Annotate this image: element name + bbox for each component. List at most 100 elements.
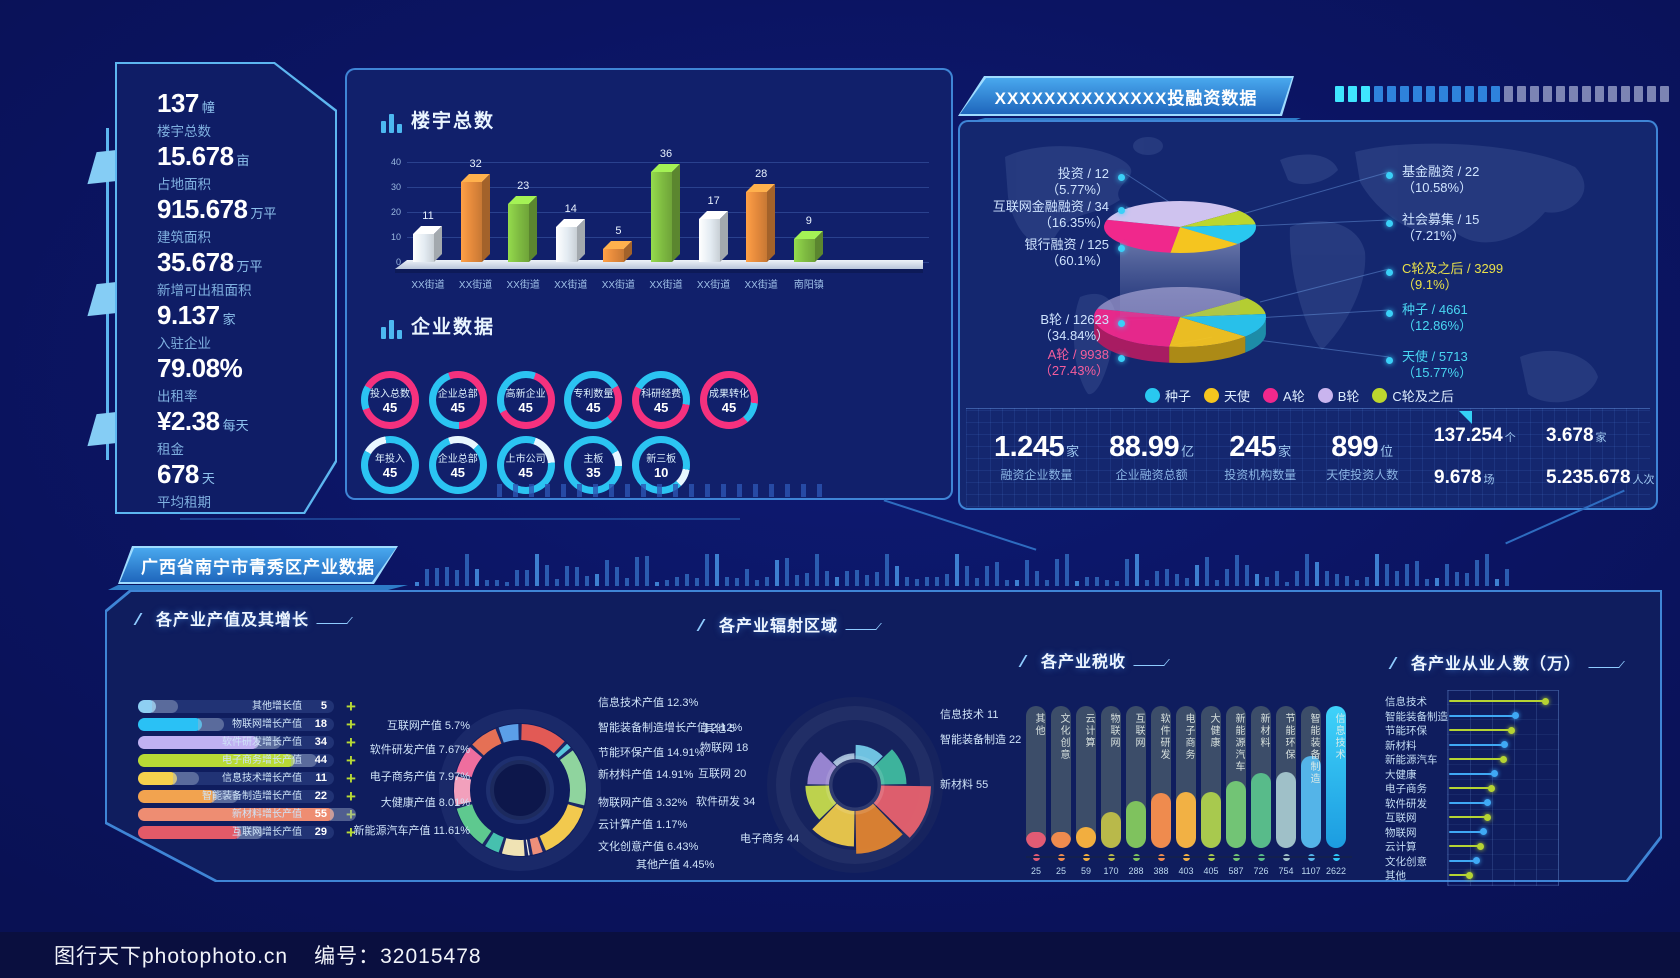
chart-platform-shadow (395, 269, 923, 273)
progress-segment (1491, 86, 1500, 102)
plus-button[interactable]: + (346, 733, 356, 752)
investment-stats: 1.245 家融资企业数量 88.99 亿企业融资总额 245 家投资机构数量 899 位天使… (994, 431, 1398, 483)
stat-label: 出租率 (157, 389, 198, 404)
rose-ring (776, 706, 934, 864)
callout-pct: （5.77%） (1046, 182, 1109, 197)
plus-button[interactable]: + (346, 769, 356, 788)
footer-site-text: 图行天下photophoto.cn (54, 945, 289, 968)
tax-fill (1126, 801, 1146, 848)
tax-category-label: 其他 (1033, 713, 1044, 737)
growth-fill (138, 736, 260, 749)
tax-category-label: 信息技术 (1333, 713, 1344, 761)
donut-label: 云计算产值 1.17% (598, 819, 688, 831)
progress-segment (1348, 86, 1357, 102)
legend-dot (1204, 388, 1220, 403)
bar-chart-icon (381, 319, 402, 339)
equalizer-bar (805, 573, 809, 586)
growth-label: 互联网增长产值 (232, 827, 302, 838)
bar-side (767, 184, 776, 262)
funding-callout: 基金融资 / 22 （10.58%） (1386, 164, 1479, 196)
equalizer-bar (1075, 581, 1079, 586)
rose-label: 电子商务 44 (740, 833, 800, 845)
stat-label: 占地面积 (157, 177, 211, 192)
funding-callout: 种子 / 4661 （12.86%） (1386, 302, 1472, 334)
equalizer-bar (785, 558, 789, 586)
growth-fill-ext (151, 700, 178, 713)
industry-header-badge[interactable]: 广西省南宁市青秀区产业数据 (118, 546, 398, 584)
donut-slice (529, 836, 543, 855)
equalizer-bar (935, 577, 939, 586)
plus-button[interactable]: + (346, 715, 356, 734)
plus-button[interactable]: + (346, 823, 356, 842)
tax-value: 25 (1030, 866, 1041, 876)
ring-name: 年投入 (375, 454, 405, 465)
pie-top-slice (1104, 219, 1180, 253)
ring-text: 企业总部 45 (429, 371, 487, 429)
equalizer-bar (1395, 571, 1399, 586)
pie-top-slice (1180, 227, 1256, 244)
stat-value-row: 79.08% (157, 353, 277, 384)
equalizer-bar (1025, 560, 1029, 586)
growth-fill (138, 772, 178, 785)
mini-stat: 137.254 个 (1434, 425, 1546, 447)
bar-value-label: 11 (422, 210, 434, 222)
plus-button[interactable]: + (346, 697, 356, 716)
stat-label: 建筑面积 (157, 230, 211, 245)
tax-track: 信息技术 (1326, 706, 1346, 848)
rose-label: 互联网 20 (698, 768, 747, 780)
bar-value-label: 5 (615, 225, 622, 237)
stat-value-row: 15.678 亩 (157, 141, 277, 172)
equalizer-decoration (415, 550, 1545, 586)
equalizer-bar (1205, 557, 1209, 586)
equalizer-bar (905, 577, 909, 586)
pie-bottom-slice (1093, 308, 1180, 347)
growth-section-title: 各产业产值及其增长 (137, 606, 350, 630)
buildings-chart-title: 楼宇总数 (381, 106, 495, 133)
growth-fill (138, 826, 242, 839)
legend-label: 天使 (1224, 389, 1251, 404)
ring-text: 新三板 10 (632, 436, 690, 494)
tax-track: 电子商务 (1176, 706, 1196, 848)
stat-value: 137 (157, 88, 199, 118)
equalizer-bar (995, 562, 999, 586)
gauge-ring: 科研经费 45 (632, 371, 691, 429)
stat-value: 678 (157, 459, 199, 489)
mini-stat: 5.235.678 人次 (1546, 467, 1656, 489)
bar-side (576, 219, 585, 262)
donut-label: 电子商务产值 7.97% (369, 771, 470, 783)
stat-unit: 家 (222, 312, 236, 327)
equalizer-bar (795, 575, 799, 586)
progress-segment (1504, 86, 1513, 102)
bar-front (603, 249, 625, 262)
equalizer-bar (1195, 565, 1199, 586)
legend-item: B轮 (1317, 386, 1359, 405)
tax-track: 物联网 (1101, 706, 1121, 848)
progress-segment (1439, 86, 1448, 102)
stat-label: 楼宇总数 (157, 124, 211, 139)
tax-category-label: 文化创意 (1058, 713, 1069, 761)
tax-value: 754 (1278, 866, 1294, 876)
plus-button[interactable]: + (346, 751, 356, 770)
growth-row: 其他增长值 5 + (138, 697, 356, 716)
tax-category-label: 新能源汽车 (1233, 713, 1244, 773)
equalizer-bar (675, 577, 679, 586)
bar-3d (603, 154, 633, 262)
equalizer-bar (565, 566, 569, 586)
progress-segment (1374, 86, 1383, 102)
investment-stat: 245 家投资机构数量 (1224, 431, 1296, 483)
equalizer-bar (635, 557, 639, 586)
growth-label: 电子商务增长产值 (222, 755, 302, 766)
ring-text: 科研经费 45 (632, 371, 690, 429)
radiation-section-title: 各产业辐射区域 (700, 612, 879, 636)
equalizer-bar (865, 575, 869, 586)
investment-header-badge[interactable]: XXXXXXXXXXXXXX投融资数据 (958, 76, 1294, 116)
equalizer-bar (1435, 578, 1439, 586)
plus-button[interactable]: + (346, 787, 356, 806)
plus-button[interactable]: + (346, 805, 356, 824)
equalizer-bar (415, 582, 419, 586)
donut-slice (485, 832, 504, 853)
equalizer-bar (545, 565, 549, 586)
stat-value-row: 35.678 万平 (157, 247, 277, 278)
tax-category-label: 大健康 (1208, 713, 1219, 749)
stat-unit: 万平 (250, 206, 277, 221)
